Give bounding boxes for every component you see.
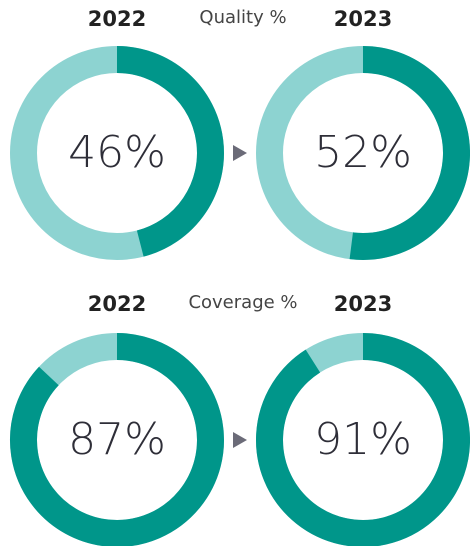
value-label: 52% (314, 127, 412, 178)
year-label: 2022 (88, 7, 146, 31)
year-label: 2022 (88, 292, 146, 316)
donut-segment (256, 333, 470, 546)
year-label: 2023 (334, 292, 392, 316)
donut-segment (116, 46, 224, 257)
arrow (233, 432, 247, 448)
chart-title: Coverage % (188, 292, 297, 313)
donut-segment (10, 333, 224, 546)
chart-title: Quality % (199, 7, 286, 28)
donut-segment (349, 46, 470, 260)
value-label: 91% (314, 414, 412, 465)
year-label: 2023 (334, 7, 392, 31)
value-label: 87% (68, 414, 166, 465)
arrow (233, 145, 247, 161)
value-label: 46% (68, 127, 166, 178)
